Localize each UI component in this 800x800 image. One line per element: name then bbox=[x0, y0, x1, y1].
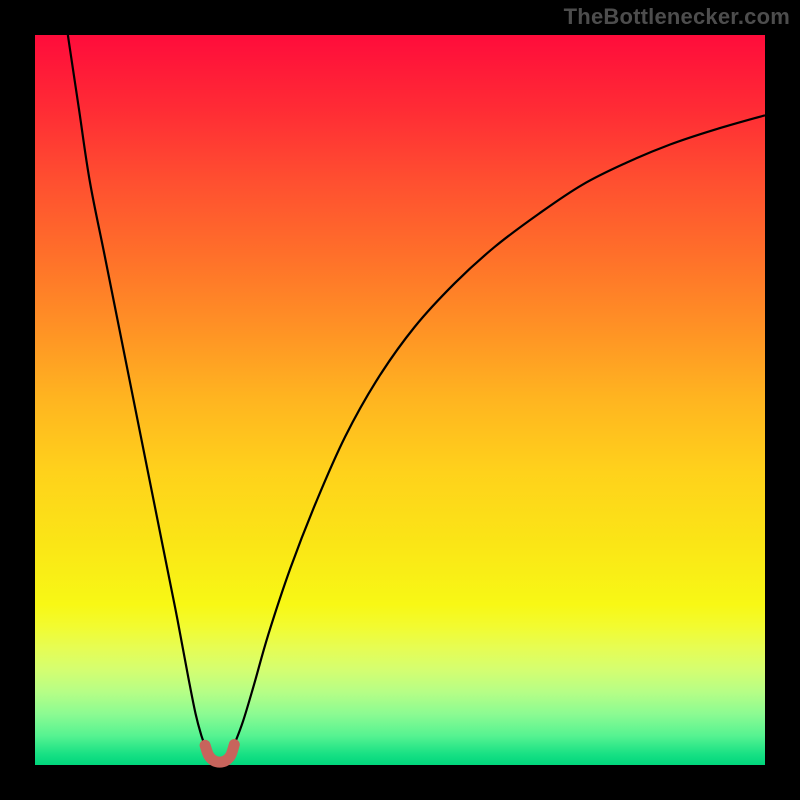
chart-svg bbox=[0, 0, 800, 800]
chart-container: TheBottlenecker.com bbox=[0, 0, 800, 800]
plot-background bbox=[35, 35, 765, 765]
watermark-text: TheBottlenecker.com bbox=[564, 4, 790, 30]
